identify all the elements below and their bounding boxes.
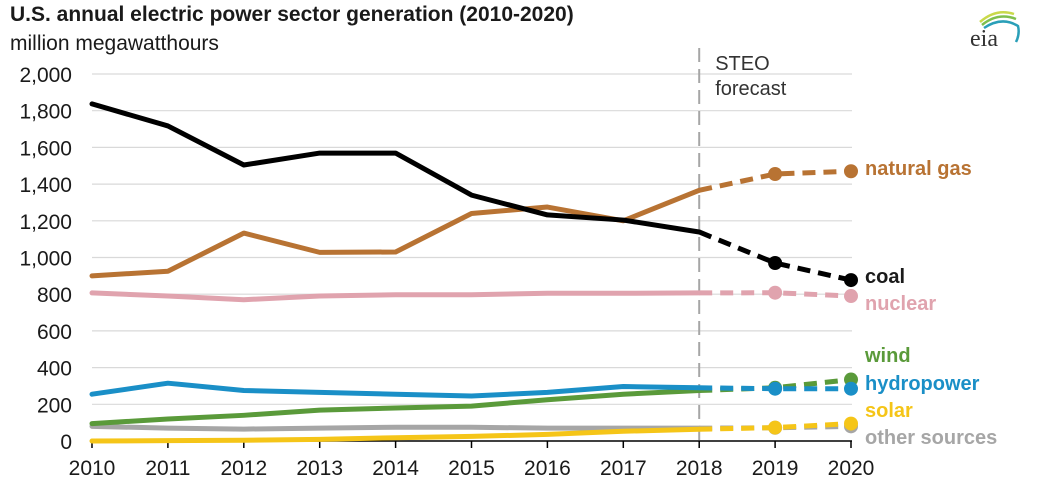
hydropower-line-historical [89,380,702,399]
series-labels: other sources solar wind hydropower nuclear n… [864,158,997,449]
y-tick-label: 0 [60,431,72,454]
x-tick-label: 2014 [372,457,419,480]
coal-line-forecast [698,229,852,283]
x-tick-label: 2018 [676,457,723,480]
wind-label: wind [864,345,911,367]
hydropower-forecast-point [844,381,858,396]
hydropower-label: hydropower [865,373,980,395]
natural-gas-forecast-point [844,164,858,179]
x-tick-label: 2016 [524,457,571,480]
x-tick-label: 2012 [220,457,267,480]
y-axis-unit-label: million megawatthours [10,32,219,55]
wind-line-historical [89,388,702,427]
x-tick-label: 2015 [448,457,495,480]
x-tick-label: 2019 [752,457,799,480]
coal-forecast-point [768,256,783,271]
other-sources-label: other sources [865,427,997,449]
coal-line-historical [89,101,702,235]
x-tick-label: 2013 [296,457,343,480]
natural-gas-label: natural gas [865,158,972,180]
chart-title: U.S. annual electric power sector genera… [10,3,574,26]
y-tick-label: 1,000 [19,248,72,271]
x-axis: 2010 2011 2012 2013 2014 2015 2016 2017 2018 2019… [69,440,875,480]
y-tick-label: 1,800 [19,101,72,124]
solar-line-historical [89,426,702,444]
x-tick-label: 2020 [828,457,875,480]
coal-label: coal [865,266,905,288]
y-axis-ticks: 0 200 400 600 800 1,000 1,200 1,400 1,600 1,800 2,… [19,64,72,454]
y-tick-label: 800 [37,284,72,307]
coal-forecast-point [844,273,858,288]
eia-logo: eia [962,6,1022,52]
eia-logo-text: eia [970,26,998,50]
y-tick-label: 2,000 [19,64,72,87]
natural-gas-line-historical [89,187,702,279]
x-tick-label: 2011 [145,457,190,480]
y-tick-label: 1,600 [19,137,72,160]
solar-label: solar [865,400,913,422]
series-lines [89,101,858,444]
y-tick-label: 400 [37,358,72,381]
y-tick-label: 600 [37,321,72,344]
natural-gas-line-forecast [698,168,852,193]
nuclear-forecast-point [844,289,858,304]
gridlines [92,73,852,405]
other-sources-line-historical [89,423,702,432]
natural-gas-forecast-point [768,167,783,182]
y-tick-label: 200 [37,394,72,417]
hydropower-forecast-point [768,381,783,396]
nuclear-forecast-point [768,285,783,300]
forecast-label: forecast [715,78,787,100]
y-tick-label: 1,400 [19,174,72,197]
forecast-label: STEO [715,53,769,75]
x-tick-label: 2017 [600,457,647,480]
forecast-divider: STEO forecast [698,48,787,441]
nuclear-label: nuclear [865,293,936,315]
eia-logo-icon: eia [970,11,1020,52]
solar-forecast-point [844,416,858,431]
x-tick-label: 2010 [69,457,116,480]
solar-forecast-point [768,420,783,435]
nuclear-line-historical [89,290,702,303]
y-tick-label: 1,200 [19,211,72,234]
